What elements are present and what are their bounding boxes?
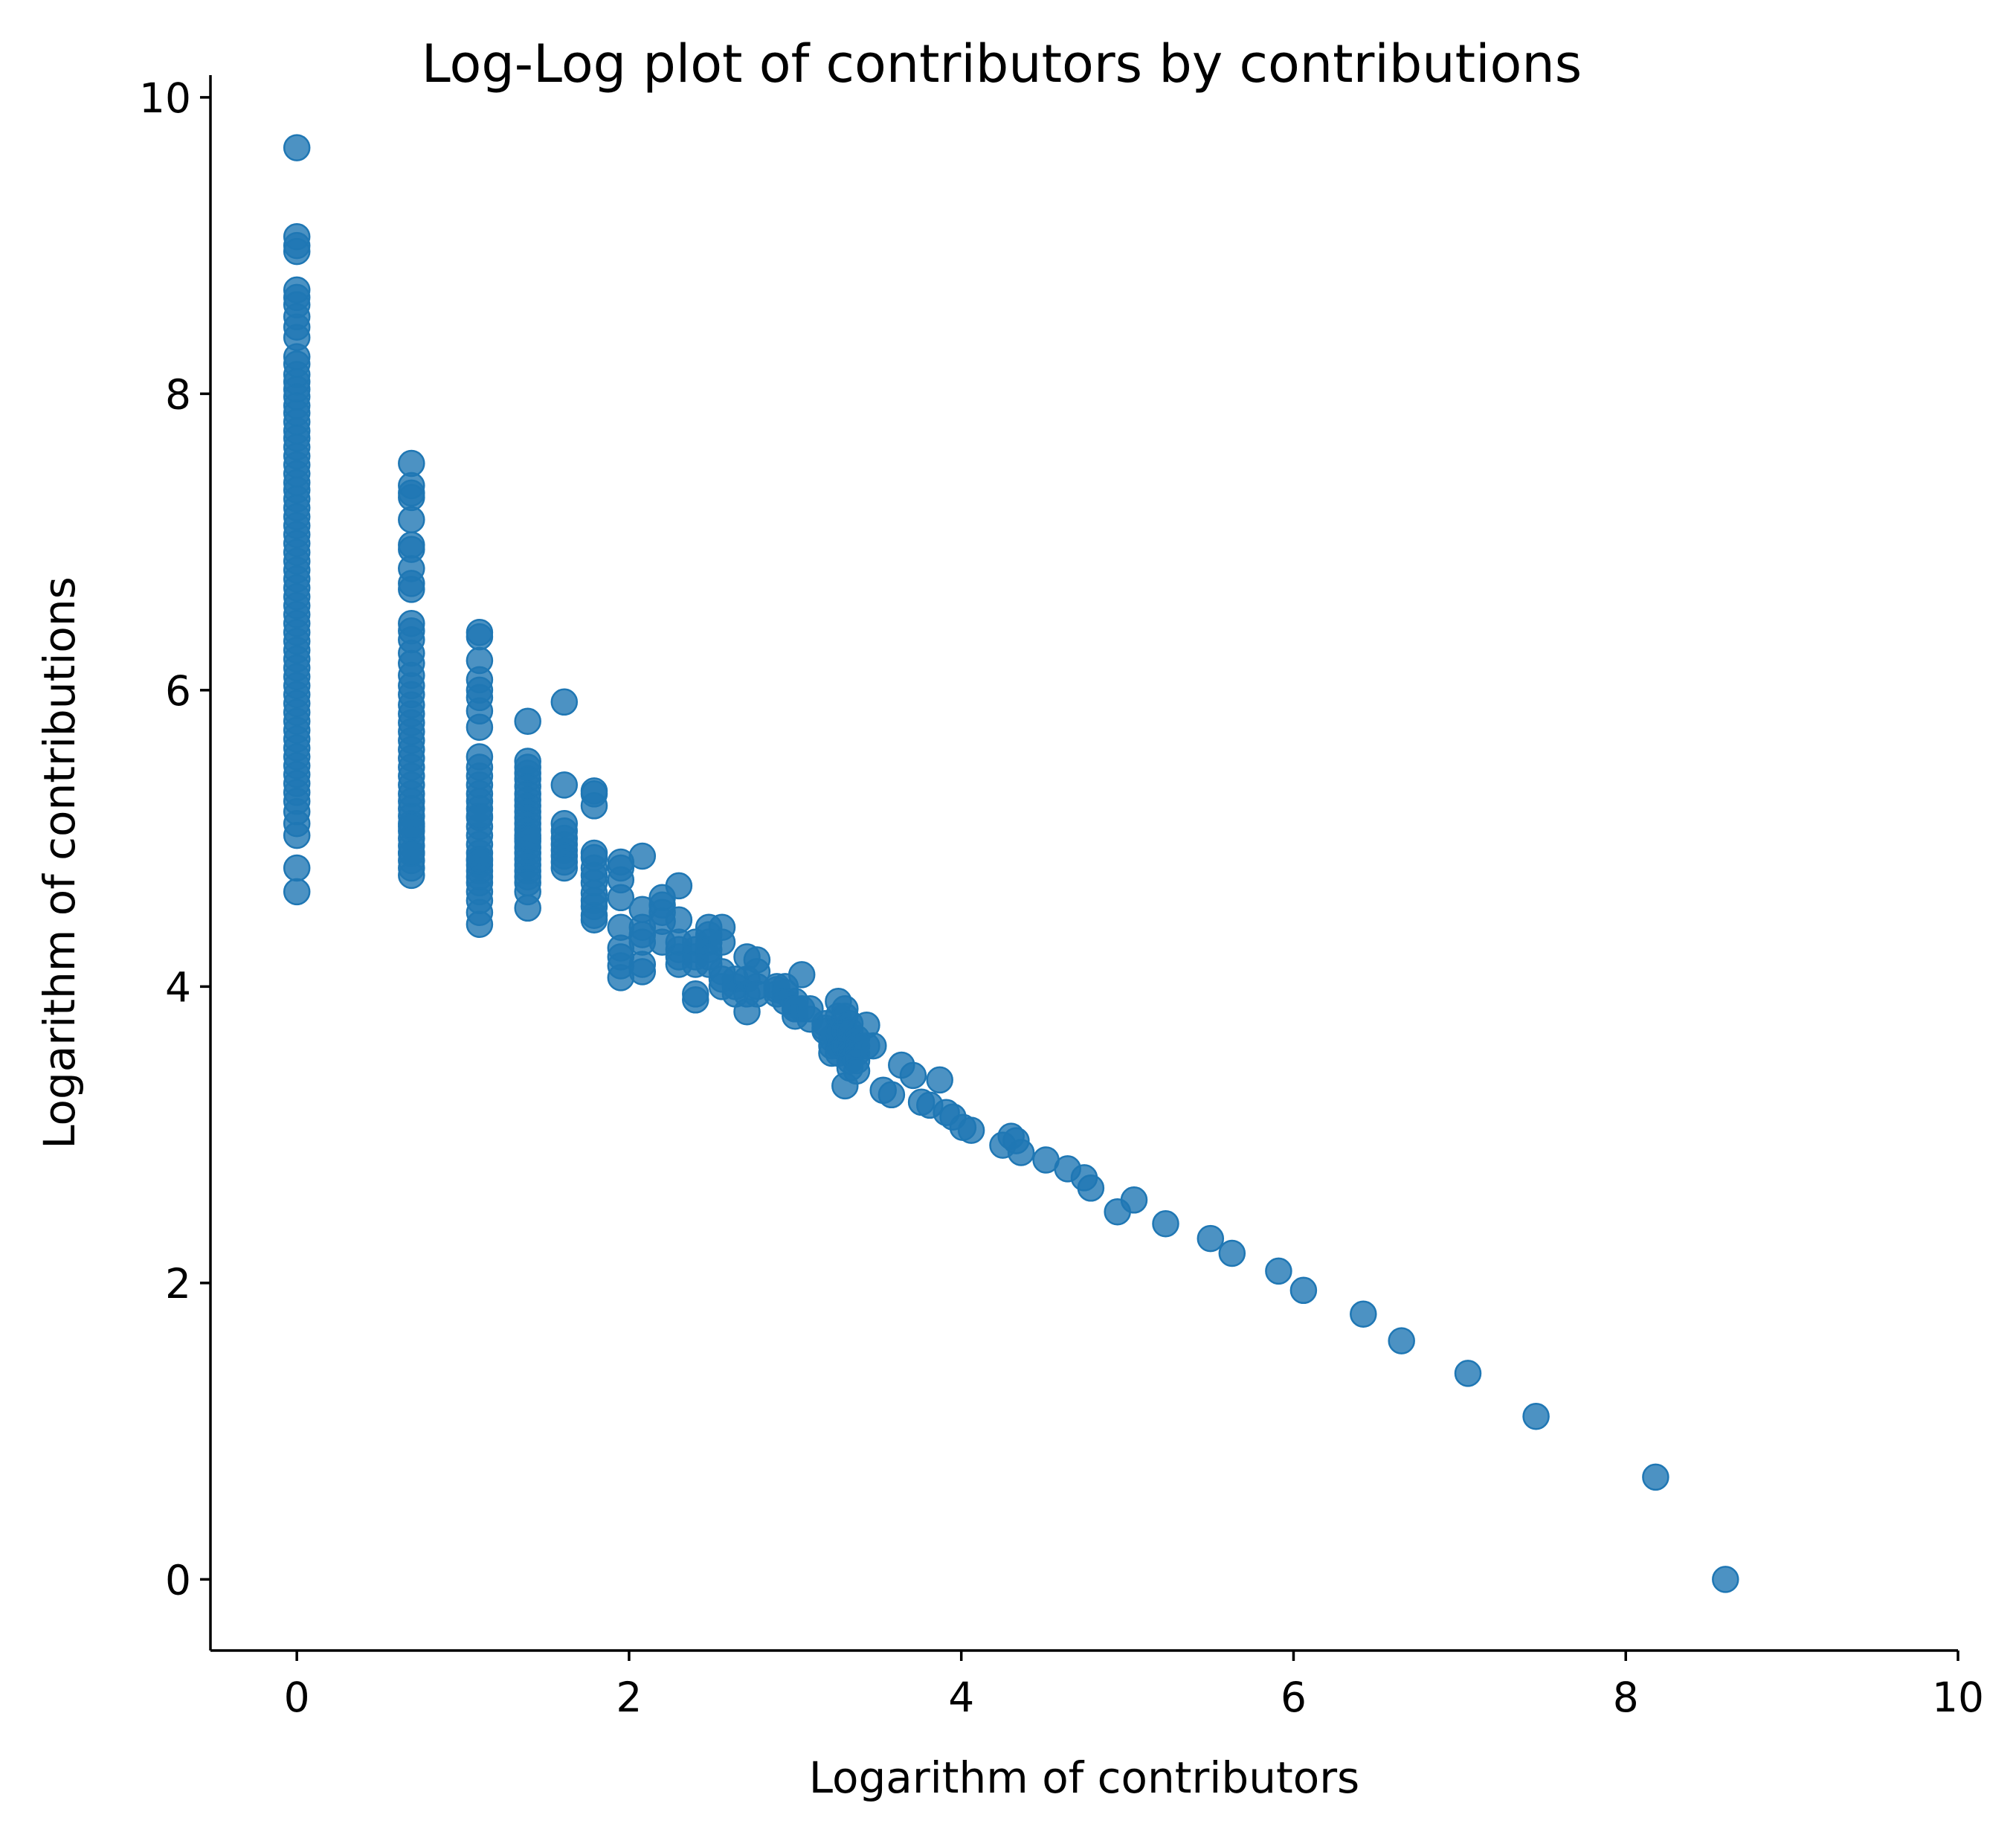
data-point — [1265, 1257, 1292, 1285]
data-point — [514, 894, 541, 922]
data-point — [466, 802, 494, 830]
data-point — [398, 506, 425, 533]
data-point — [899, 1061, 927, 1090]
data-point — [1388, 1327, 1415, 1354]
data-point — [926, 1066, 953, 1094]
data-point — [466, 713, 494, 741]
y-tick-label: 8 — [165, 370, 191, 418]
data-point — [1077, 1174, 1105, 1202]
data-point — [466, 910, 494, 938]
y-tick-label: 4 — [165, 963, 191, 1011]
data-point — [628, 958, 657, 986]
data-point — [1120, 1186, 1148, 1214]
data-point — [788, 961, 816, 989]
data-point — [466, 846, 494, 875]
data-point — [1152, 1209, 1179, 1238]
y-tick-label: 0 — [165, 1556, 191, 1604]
x-axis-label: Logarithm of contributors — [809, 1752, 1360, 1803]
data-point — [843, 1057, 871, 1085]
data-point — [957, 1116, 985, 1144]
data-point — [550, 771, 579, 799]
data-point — [1007, 1139, 1035, 1166]
data-point — [283, 821, 311, 849]
x-axis-ticks: 0 2 4 6 8 10 — [284, 1651, 1984, 1721]
data-point — [514, 707, 541, 735]
data-points — [283, 134, 1739, 1593]
data-point — [1454, 1360, 1482, 1387]
y-tick-label: 10 — [139, 74, 191, 122]
data-point — [682, 986, 709, 1014]
data-point — [550, 688, 579, 716]
data-point — [1289, 1276, 1318, 1305]
x-tick-label: 10 — [1932, 1674, 1984, 1721]
data-point — [607, 884, 635, 912]
data-point — [628, 842, 657, 870]
data-point — [1350, 1300, 1377, 1328]
y-axis-label: Logarithm of contributions — [34, 576, 85, 1149]
data-point — [1197, 1224, 1225, 1253]
data-point — [1522, 1402, 1550, 1430]
data-point — [283, 878, 311, 906]
data-point — [398, 576, 425, 603]
data-point — [283, 854, 311, 882]
data-point — [877, 1081, 906, 1109]
data-point — [1712, 1566, 1739, 1593]
data-point — [580, 906, 608, 933]
x-tick-label: 4 — [948, 1674, 974, 1721]
data-point — [283, 134, 311, 161]
data-point — [665, 872, 693, 900]
data-point — [398, 839, 425, 867]
data-point — [283, 237, 311, 266]
y-tick-label: 2 — [165, 1260, 191, 1308]
x-tick-label: 0 — [284, 1674, 310, 1721]
data-point — [580, 792, 608, 820]
x-tick-label: 8 — [1613, 1674, 1639, 1721]
data-point — [860, 1032, 887, 1060]
data-point — [466, 623, 494, 651]
x-tick-label: 2 — [616, 1674, 642, 1721]
y-tick-label: 6 — [165, 667, 191, 715]
data-point — [550, 854, 579, 882]
y-axis-ticks: 0 2 4 6 8 10 — [139, 74, 210, 1604]
x-tick-label: 6 — [1281, 1674, 1307, 1721]
chart-title: Log-Log plot of contributors by contribu… — [422, 33, 1582, 94]
data-point — [1642, 1463, 1669, 1491]
data-point — [514, 824, 541, 852]
data-point — [1218, 1239, 1246, 1267]
data-point — [398, 812, 425, 841]
data-point — [708, 928, 736, 956]
